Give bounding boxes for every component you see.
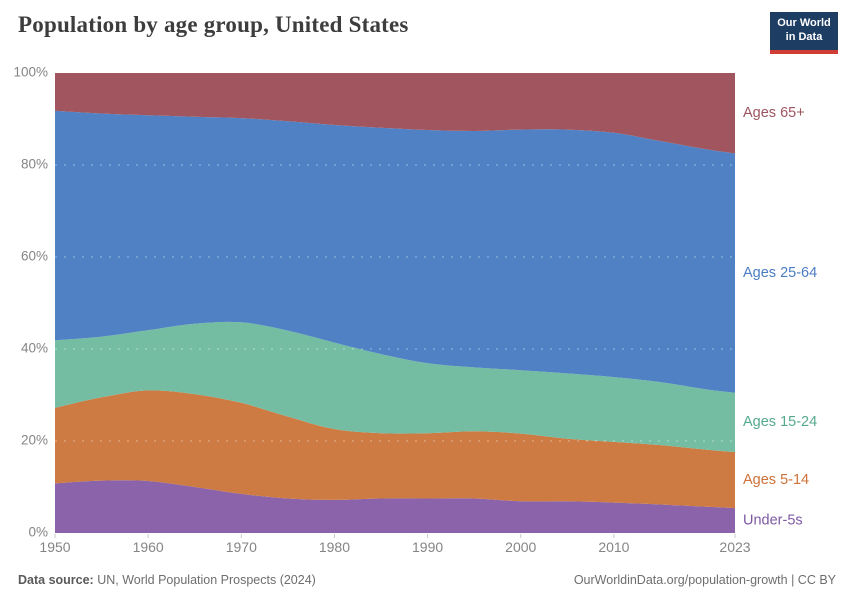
owid-logo[interactable]: Our World in Data bbox=[770, 12, 838, 54]
chart-footer: Data source: UN, World Population Prospe… bbox=[18, 573, 836, 587]
y-axis-label-0: 0% bbox=[28, 525, 48, 540]
owid-logo-line2: in Data bbox=[785, 30, 823, 43]
x-axis-label-1980: 1980 bbox=[319, 539, 350, 555]
legend-label-ages-15-24[interactable]: Ages 15-24 bbox=[743, 414, 817, 430]
x-axis-label-1960: 1960 bbox=[133, 539, 164, 555]
legend-label-under-5s[interactable]: Under-5s bbox=[743, 512, 803, 528]
credit-link[interactable]: OurWorldinData.org/population-growth | C… bbox=[573, 573, 836, 587]
data-source-label: Data source: bbox=[18, 573, 94, 587]
area-ages-15-24[interactable] bbox=[55, 321, 735, 452]
area-ages-65[interactable] bbox=[55, 73, 735, 154]
y-axis-label-20: 20% bbox=[21, 433, 48, 448]
area-ages-25-64[interactable] bbox=[55, 110, 735, 393]
data-source-text: UN, World Population Prospects (2024) bbox=[93, 573, 316, 587]
y-axis-label-40: 40% bbox=[21, 341, 48, 356]
page-title: Population by age group, United States bbox=[18, 12, 409, 37]
x-axis-label-2010: 2010 bbox=[598, 539, 629, 555]
x-axis-label-1970: 1970 bbox=[226, 539, 257, 555]
area-ages-5-14[interactable] bbox=[55, 390, 735, 509]
legend-label-ages-65[interactable]: Ages 65+ bbox=[743, 105, 805, 121]
x-axis-label-1950: 1950 bbox=[39, 539, 70, 555]
y-axis-label-60: 60% bbox=[21, 249, 48, 264]
legend-label-ages-25-64[interactable]: Ages 25-64 bbox=[743, 265, 817, 281]
x-axis-label-1990: 1990 bbox=[412, 539, 443, 555]
x-axis-label-2023: 2023 bbox=[719, 539, 750, 555]
data-source: Data source: UN, World Population Prospe… bbox=[18, 573, 316, 587]
area-under-5s[interactable] bbox=[55, 480, 735, 533]
y-axis-label-100: 100% bbox=[13, 65, 48, 80]
owid-logo-line1: Our World bbox=[777, 17, 831, 29]
legend-label-ages-5-14[interactable]: Ages 5-14 bbox=[743, 472, 809, 488]
x-axis-label-2000: 2000 bbox=[505, 539, 536, 555]
y-axis-label-80: 80% bbox=[21, 157, 48, 172]
